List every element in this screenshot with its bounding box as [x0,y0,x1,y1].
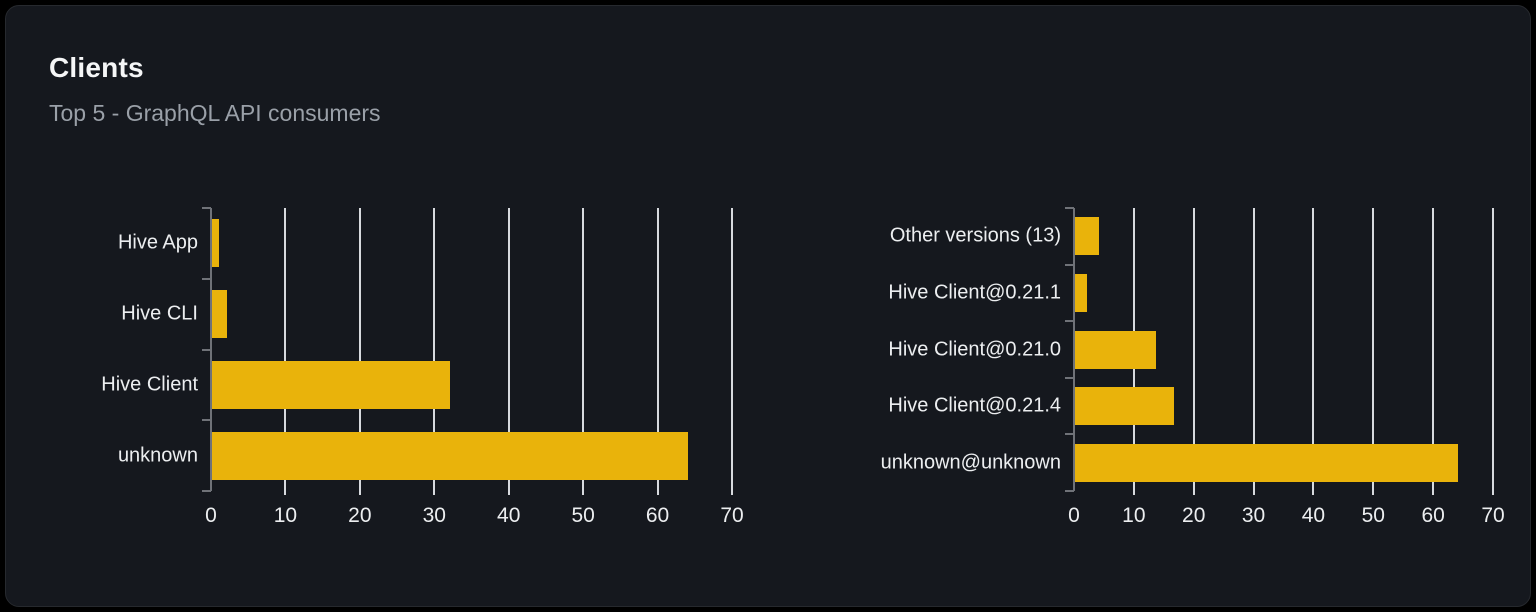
x-axis-tick-label: 20 [1182,504,1206,527]
category-label: unknown@unknown [880,451,1061,474]
x-axis-tick-label: 0 [205,504,217,527]
category-label: Other versions (13) [889,224,1061,247]
x-axis-tick-label: 60 [645,504,670,527]
bar-hive-client-0-21-4[interactable] [1075,387,1174,425]
gridline-10 [284,208,287,495]
category-axis-line [210,208,212,491]
bar-unknown[interactable] [212,432,688,480]
gridline-20 [1192,208,1195,495]
gridline-40 [507,208,510,495]
x-axis-tick-label: 40 [1301,504,1326,527]
x-axis-tick-label: 10 [273,504,298,527]
gridline-70 [731,208,733,495]
gridline-50 [582,208,585,495]
gridline-30 [1252,208,1255,495]
x-axis-tick-label: 20 [348,504,372,527]
category-axis-tick [1065,207,1074,209]
bar-other-versions-13-[interactable] [1075,217,1099,255]
category-axis-tick [202,349,211,351]
category-label: Hive Client [101,373,198,396]
bar-hive-client-0-21-0[interactable] [1075,331,1156,369]
x-axis-tick-label: 10 [1122,504,1146,527]
category-label: Hive CLI [121,302,198,325]
category-label: Hive App [117,231,198,254]
category-axis-tick [202,278,211,280]
category-axis-tick [1065,377,1074,379]
category-axis-line [1073,208,1075,491]
gridline-30 [433,208,436,495]
clients-bar-chart-right: Other versions (13) Hive Client@0.21.1 Hiv… [881,207,1505,527]
bar-hive-client[interactable] [212,361,450,409]
clients-bar-chart-left: Hive App Hive CLI Hive Client unknown 0 10 20 3… [101,207,744,527]
category-axis-tick [202,490,211,492]
category-label: Hive Client@0.21.1 [888,281,1061,304]
category-axis-tick [1065,490,1074,492]
gridline-60 [1432,208,1435,495]
category-label: unknown [117,444,198,467]
x-axis-tick-label: 70 [720,504,744,527]
x-axis-tick-label: 0 [1068,504,1080,527]
gridline-40 [1312,208,1315,495]
category-label: Hive Client@0.21.4 [888,394,1061,417]
x-axis-tick-label: 60 [1421,504,1445,527]
category-axis-tick [1065,433,1074,435]
card-subtitle: Top 5 - GraphQL API consumers [49,100,381,126]
gridline-50 [1372,208,1375,495]
bar-unknown-unknown[interactable] [1075,444,1458,482]
x-axis-tick-label: 50 [571,504,595,527]
bar-hive-client-0-21-1[interactable] [1075,274,1087,312]
x-axis-tick-label: 40 [497,504,521,527]
gridline-70 [1492,208,1494,495]
x-axis-tick-label: 30 [1241,504,1266,527]
category-axis-tick [202,207,211,209]
category-label: Hive Client@0.21.0 [888,338,1061,361]
bar-hive-cli[interactable] [212,290,227,338]
category-axis-tick [1065,320,1074,322]
category-axis-tick [202,419,211,421]
card-title: Clients [49,52,144,83]
gridline-60 [656,208,659,495]
clients-card: Clients Top 5 - GraphQL API consumers Hi… [5,5,1531,607]
bar-hive-app[interactable] [212,219,219,267]
x-axis-tick-label: 50 [1361,504,1385,527]
category-axis-tick [1065,264,1074,266]
x-axis-tick-label: 70 [1481,504,1505,527]
x-axis-tick-label: 30 [422,504,446,527]
gridline-20 [358,208,361,495]
